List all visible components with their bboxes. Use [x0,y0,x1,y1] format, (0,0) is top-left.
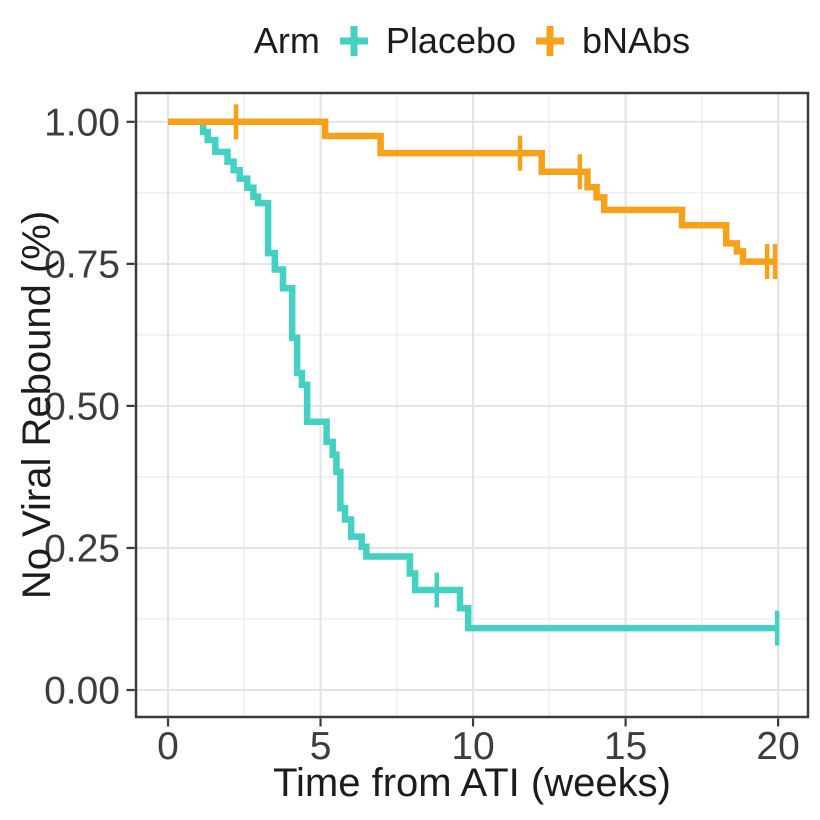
legend: Arm Placebo bNAbs [136,17,808,65]
x-tick-label: 0 [157,725,179,768]
x-axis-title: Time from ATI (weeks) [273,761,671,805]
legend-label-bnabs: bNAbs [582,20,691,61]
legend-item-placebo: Placebo [339,20,516,62]
y-tick-label: 0.00 [44,670,120,713]
x-tick-label: 15 [604,725,647,768]
survival-curve-placebo [168,118,778,632]
x-tick-label: 5 [310,725,332,768]
censor-cross-icon-bnabs [536,26,565,56]
x-tick-label: 10 [451,725,494,768]
survival-curve-bnabs [168,118,776,265]
legend-item-bnabs: bNAbs [535,20,690,62]
y-tick-label: 1.00 [44,101,120,144]
x-tick-label: 20 [756,725,799,768]
legend-title: Arm [253,20,320,61]
y-tick-label: 0.50 [44,385,120,428]
y-tick-label: 0.75 [44,243,120,286]
y-tick-label: 0.25 [44,527,120,570]
censor-cross-icon-placebo [339,26,368,56]
y-axis-title: No Viral Rebound (%) [15,210,59,600]
legend-label-placebo: Placebo [385,20,517,61]
panel-border [134,91,810,719]
